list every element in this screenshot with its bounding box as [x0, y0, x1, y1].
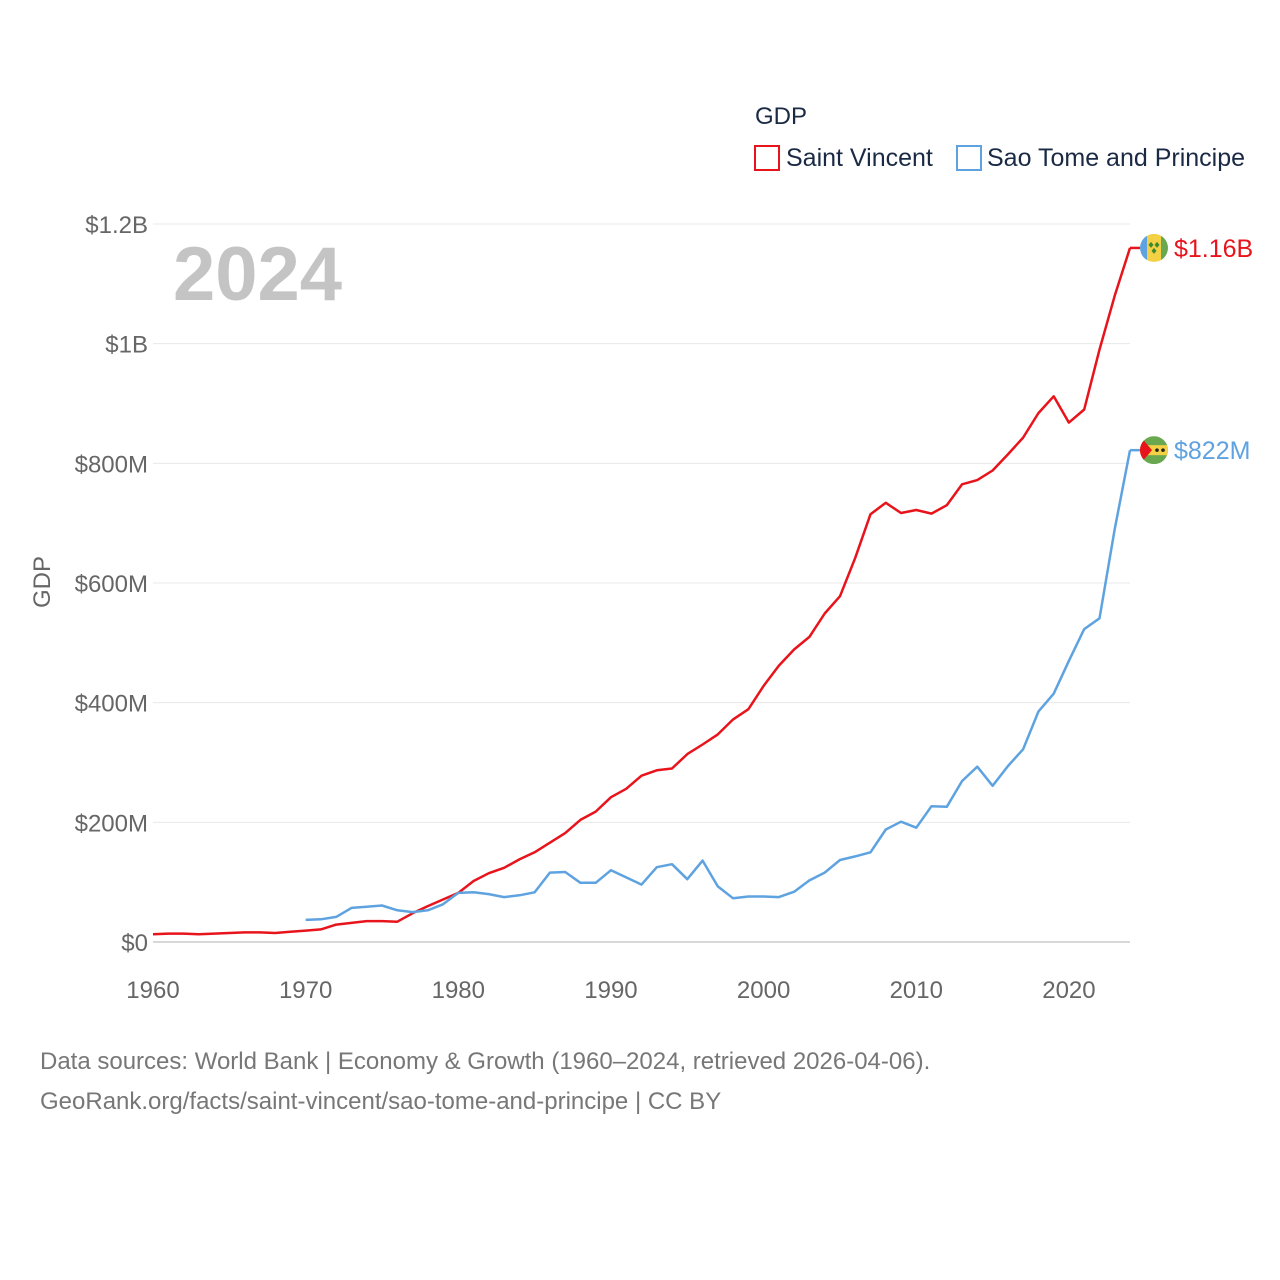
y-tick-label: $400M [75, 691, 148, 718]
end-value-label: $1.16B [1174, 235, 1253, 263]
y-axis: $0 $200M $400M $600M $800M $1B $1.2B [75, 212, 148, 957]
legend: GDP Saint Vincent Sao Tome and Principe [754, 103, 1245, 172]
x-tick-label: 1960 [126, 977, 179, 1004]
legend-swatch-sao-tome[interactable] [956, 145, 982, 171]
series-lines [152, 247, 1132, 936]
y-tick-label: $800M [75, 451, 148, 478]
legend-label-sao-tome[interactable]: Sao Tome and Principe [987, 144, 1245, 172]
series-end-markers: $1.16B $822M [1130, 233, 1253, 465]
x-tick-label: 2000 [737, 977, 790, 1004]
y-tick-label: $1.2B [85, 212, 148, 239]
series-line-sao-tome[interactable] [305, 449, 1132, 922]
footer: Data sources: World Bank | Economy & Gro… [40, 1042, 930, 1122]
sao-tome-flag-icon [1140, 436, 1168, 465]
y-axis-title: GDP [29, 556, 56, 608]
y-tick-label: $0 [121, 930, 148, 957]
x-axis: 1960 1970 1980 1990 2000 2010 2020 [126, 977, 1095, 1004]
series-line-saint-vincent[interactable] [152, 247, 1132, 936]
x-tick-label: 1970 [279, 977, 332, 1004]
x-tick-label: 1990 [584, 977, 637, 1004]
y-tick-label: $200M [75, 810, 148, 837]
x-tick-label: 2020 [1042, 977, 1095, 1004]
data-sources-text: Data sources: World Bank | Economy & Gro… [40, 1048, 931, 1075]
legend-label-saint-vincent[interactable]: Saint Vincent [786, 144, 933, 172]
legend-swatch-saint-vincent[interactable] [754, 145, 780, 171]
source-url-text[interactable]: GeoRank.org/facts/saint-vincent/sao-tome… [40, 1088, 722, 1115]
x-tick-label: 2010 [890, 977, 943, 1004]
x-tick-label: 1980 [432, 977, 485, 1004]
y-tick-label: $600M [75, 571, 148, 598]
y-tick-label: $1B [105, 332, 148, 359]
legend-title: GDP [755, 103, 807, 130]
saint-vincent-flag-icon [1140, 233, 1168, 262]
grid-lines [153, 223, 1130, 823]
end-value-label: $822M [1174, 437, 1250, 465]
current-year-label: 2024 [173, 232, 342, 317]
